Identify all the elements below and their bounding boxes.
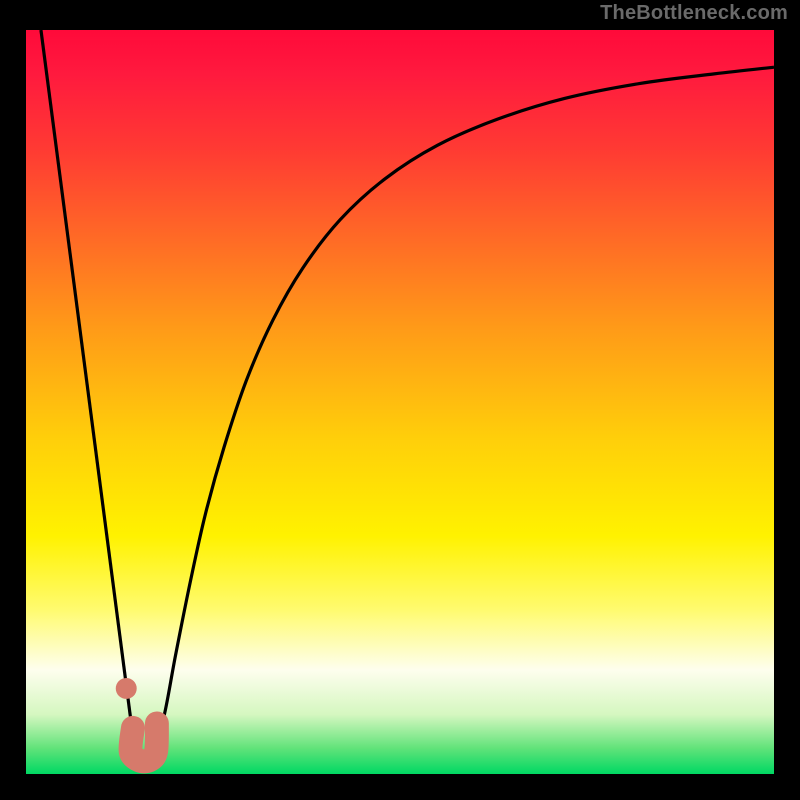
- bottleneck-chart: [0, 0, 800, 800]
- highlight-dot-icon: [116, 678, 137, 699]
- watermark-text: TheBottleneck.com: [600, 2, 788, 25]
- plot-background: [26, 30, 774, 774]
- chart-frame: TheBottleneck.com: [0, 0, 800, 800]
